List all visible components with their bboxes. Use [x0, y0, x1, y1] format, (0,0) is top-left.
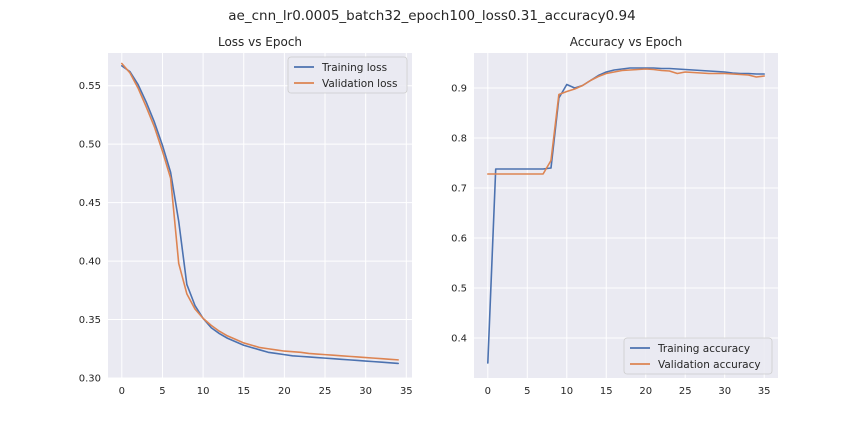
y-tick-label: 0.30: [79, 374, 101, 385]
x-tick-label: 20: [639, 386, 652, 397]
x-tick-label: 15: [237, 386, 250, 397]
x-tick-label: 30: [718, 386, 731, 397]
y-tick-label: 0.40: [79, 257, 101, 268]
chart-title: Accuracy vs Epoch: [570, 35, 683, 49]
legend-label: Validation loss: [322, 78, 397, 90]
accuracy-chart: 0 5 10 15 20 25 30 35 0.4 0.5 0.6 0.7 0.8 0.9 Accuracy…: [451, 35, 778, 397]
y-tick-label: 0.6: [451, 234, 467, 245]
y-tick-label: 0.4: [451, 334, 467, 345]
legend-label: Training accuracy: [657, 343, 750, 355]
legend-label: Training loss: [321, 62, 387, 74]
training-series-line: [487, 67, 765, 364]
validation-series-line: [121, 62, 399, 361]
y-tick-label: 0.45: [79, 198, 101, 209]
x-tick-label: 0: [485, 386, 491, 397]
legend-label: Validation accuracy: [658, 359, 761, 371]
x-tick-label: 20: [278, 386, 291, 397]
plot-area: [474, 53, 778, 378]
y-tick-label: 0.50: [79, 140, 101, 151]
x-tick-label: 10: [197, 386, 210, 397]
plot-area: [108, 53, 412, 378]
x-tick-label: 30: [359, 386, 372, 397]
loss-chart: 0 5 10 15 20 25 30 35 0.30 0.35 0.40 0.45 0.50 0.55 Lo…: [79, 35, 413, 397]
chart-title: Loss vs Epoch: [218, 35, 302, 49]
legend: Training loss Validation loss: [287, 56, 408, 94]
x-tick-label: 5: [159, 386, 165, 397]
y-tick-label: 0.35: [79, 315, 101, 326]
training-series-line: [121, 65, 399, 365]
x-tick-label: 15: [600, 386, 613, 397]
legend-box: [287, 56, 408, 94]
y-tick-label: 0.9: [451, 84, 467, 95]
x-tick-label: 25: [319, 386, 332, 397]
validation-series-line: [487, 68, 765, 175]
x-tick-label: 25: [679, 386, 692, 397]
y-tick-label: 0.5: [451, 284, 467, 295]
x-tick-label: 35: [400, 386, 413, 397]
x-tick-label: 10: [560, 386, 573, 397]
x-tick-label: 5: [524, 386, 530, 397]
y-tick-label: 0.8: [451, 134, 467, 145]
x-tick-label: 0: [119, 386, 125, 397]
y-tick-label: 0.7: [451, 184, 467, 195]
y-tick-label: 0.55: [79, 81, 101, 92]
x-tick-label: 35: [758, 386, 771, 397]
legend-box: [623, 337, 773, 375]
figure-title: ae_cnn_lr0.0005_batch32_epoch100_loss0.3…: [228, 8, 635, 24]
legend: Training accuracy Validation accuracy: [623, 337, 773, 375]
